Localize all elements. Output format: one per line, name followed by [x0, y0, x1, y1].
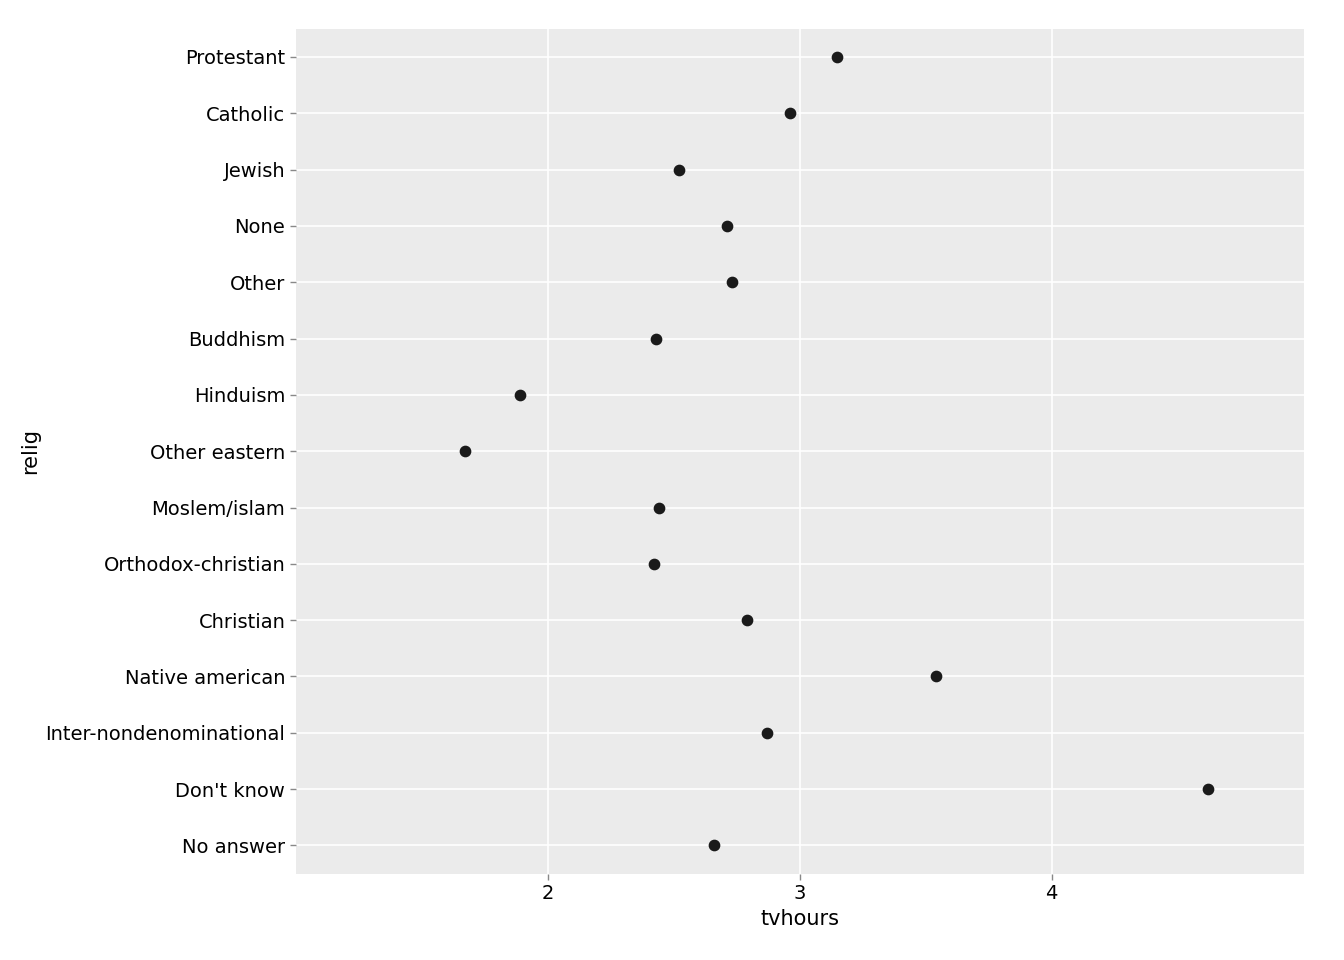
- Point: [642, 556, 664, 571]
- Point: [668, 162, 689, 178]
- Point: [757, 725, 778, 740]
- Point: [645, 331, 667, 347]
- Point: [509, 387, 531, 402]
- Point: [827, 49, 848, 64]
- Point: [1198, 781, 1219, 797]
- Point: [703, 838, 724, 853]
- Point: [454, 444, 476, 459]
- Y-axis label: relig: relig: [20, 428, 40, 474]
- X-axis label: tvhours: tvhours: [761, 908, 839, 928]
- Point: [716, 218, 738, 233]
- Point: [737, 612, 758, 628]
- Point: [720, 275, 742, 290]
- Point: [648, 500, 669, 516]
- Point: [778, 106, 800, 121]
- Point: [925, 669, 946, 684]
